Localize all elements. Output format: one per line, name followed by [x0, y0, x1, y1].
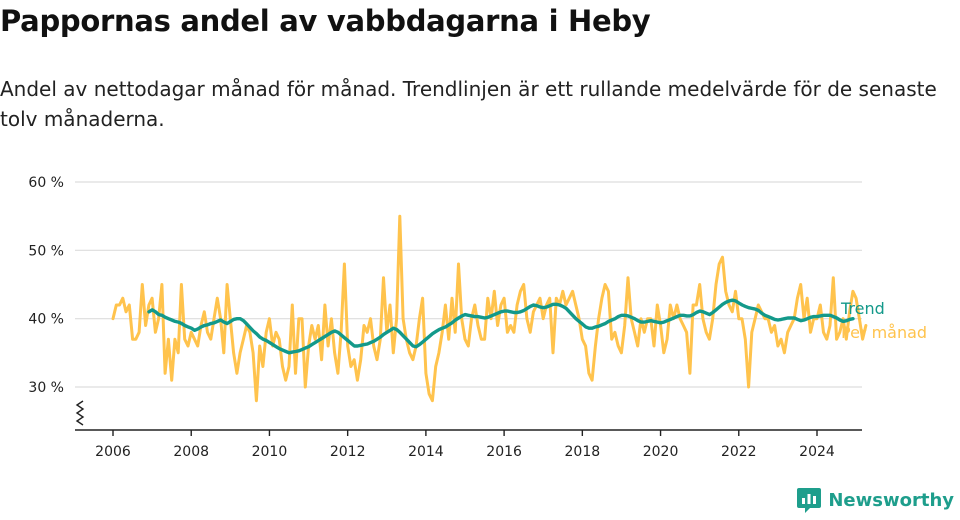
y-axis-break — [75, 400, 85, 426]
y-tick-label: 50 % — [28, 243, 64, 259]
monthly-line — [111, 214, 868, 403]
y-tick-label: 60 % — [28, 175, 64, 191]
newsworthy-logo-icon — [797, 488, 822, 513]
series-lines — [111, 214, 868, 403]
y-tick-labels: 30 % 40 % 50 % 60 % — [28, 175, 64, 396]
chart-subtitle: Andel av nettodagar månad för månad. Tre… — [0, 77, 937, 131]
x-tick-label: 2018 — [565, 444, 601, 460]
brand-name: Newsworthy — [828, 489, 954, 511]
x-tick-label: 2008 — [173, 444, 209, 460]
trend-line — [147, 298, 855, 355]
x-tick-label: 2024 — [799, 444, 835, 460]
y-tick-label: 40 % — [28, 312, 64, 328]
x-axis: 2006 2008 2010 2012 2014 2016 2018 2020 2022 2024 — [75, 429, 862, 460]
brand-logo: Newsworthy — [796, 486, 954, 514]
chart-title: Pappornas andel av vabbdagarna i Heby — [0, 4, 651, 38]
x-tick-label: 2006 — [95, 444, 131, 460]
x-tick-label: 2014 — [408, 444, 444, 460]
x-tick-label: 2010 — [252, 444, 288, 460]
monthly-label: Per månad — [841, 323, 927, 342]
series-labels: Trend Per månad — [840, 299, 927, 342]
x-tick-label: 2012 — [330, 444, 366, 460]
x-tick-label: 2016 — [486, 444, 522, 460]
trend-label: Trend — [840, 299, 885, 318]
y-tick-label: 30 % — [28, 380, 64, 396]
grid-lines — [75, 181, 862, 388]
x-tick-label: 2020 — [643, 444, 679, 460]
axis-break-mark — [75, 400, 85, 426]
x-tick-label: 2022 — [721, 444, 757, 460]
